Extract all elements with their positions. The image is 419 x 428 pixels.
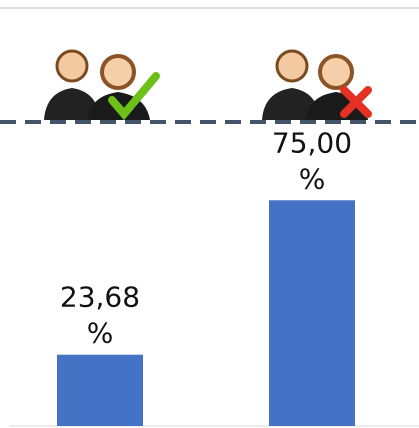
bar <box>269 200 355 426</box>
value-label: 23,68% <box>60 281 140 350</box>
bar <box>57 354 143 426</box>
value-label: 75,00% <box>272 126 352 195</box>
icon-people-check <box>44 49 160 121</box>
icon-people-cross <box>262 49 372 120</box>
